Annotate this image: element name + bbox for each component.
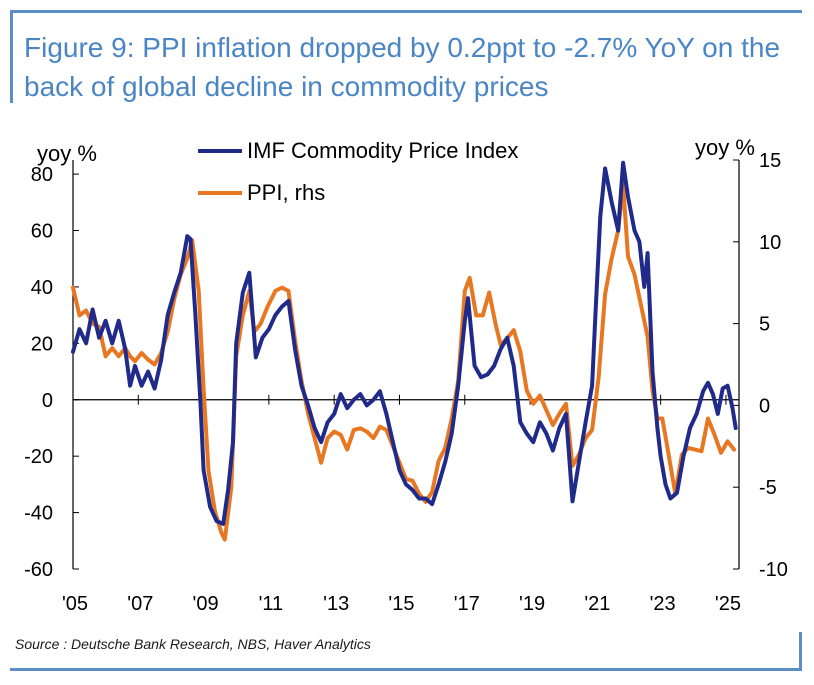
- series-line-imf: [71, 160, 738, 526]
- right-y-tick-label: 10: [759, 232, 781, 254]
- x-tick-label: '15: [388, 593, 414, 615]
- right-y-tick-label: 0: [759, 395, 770, 417]
- x-tick-label: '07: [127, 593, 153, 615]
- line-chart: 80 60 40 20 0 -20 -40 -60 15 10 5 0 -5 -10 '05 '07 '09 '1…: [24, 135, 788, 615]
- legend-label-imf: IMF Commodity Price Index: [247, 138, 518, 163]
- title-frame-top: [10, 10, 802, 13]
- chart-legend: IMF Commodity Price Index PPI, rhs: [198, 138, 518, 205]
- x-tick-label: '21: [584, 593, 610, 615]
- right-y-tick-label: -10: [759, 559, 788, 581]
- left-y-tick-label: -60: [24, 559, 53, 581]
- x-tick-label: '19: [519, 593, 545, 615]
- left-y-tick-label: 0: [42, 390, 53, 412]
- series-line-ppi: [71, 182, 737, 542]
- x-tick-label: '17: [454, 593, 480, 615]
- x-tick-label: '13: [323, 593, 349, 615]
- left-y-tick-label: 40: [31, 277, 53, 299]
- x-tick-label: '25: [715, 593, 741, 615]
- figure-title: Figure 9: PPI inflation dropped by 0.2pp…: [24, 32, 781, 102]
- right-y-tick-label: 5: [759, 314, 770, 336]
- left-axis-title: yoy %: [37, 141, 97, 166]
- right-y-tick-label: 15: [759, 150, 781, 172]
- chart-axes: 80 60 40 20 0 -20 -40 -60 15 10 5 0 -5 -10 '05 '07 '09 '1…: [24, 135, 788, 615]
- title-frame-left: [10, 10, 13, 103]
- left-y-tick-label: -20: [24, 446, 53, 468]
- left-y-tick-label: 20: [31, 333, 53, 355]
- x-tick-label: '11: [259, 593, 284, 615]
- legend-label-ppi: PPI, rhs: [247, 180, 325, 205]
- right-y-tick-label: -5: [759, 477, 777, 499]
- left-y-tick-label: -40: [24, 503, 53, 525]
- right-axis-title: yoy %: [695, 135, 755, 160]
- x-tick-label: '23: [650, 593, 676, 615]
- x-tick-label: '05: [62, 593, 88, 615]
- source-frame-bottom: [10, 668, 802, 671]
- chart-series: [71, 160, 738, 542]
- left-y-tick-label: 80: [31, 164, 53, 186]
- source-frame-right: [799, 632, 802, 671]
- left-y-tick-label: 60: [31, 221, 53, 243]
- source-note: Source : Deutsche Bank Research, NBS, Ha…: [15, 636, 371, 652]
- x-tick-label: '09: [193, 593, 219, 615]
